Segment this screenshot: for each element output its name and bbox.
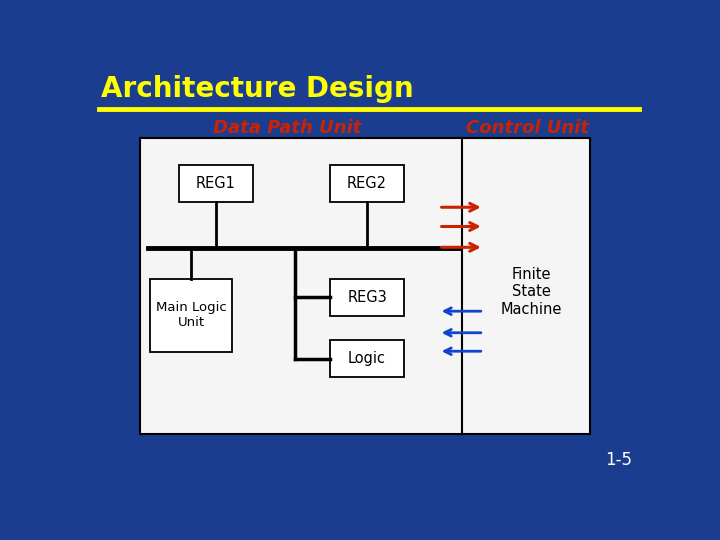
Text: Logic: Logic xyxy=(348,352,386,367)
Text: REG3: REG3 xyxy=(347,290,387,305)
Text: 1-5: 1-5 xyxy=(606,451,632,469)
Bar xyxy=(150,279,232,352)
Text: REG2: REG2 xyxy=(347,176,387,191)
Bar xyxy=(330,279,404,316)
Text: Main Logic
Unit: Main Logic Unit xyxy=(156,301,227,329)
Text: Data Path Unit: Data Path Unit xyxy=(213,119,362,137)
Bar xyxy=(330,165,404,202)
Text: REG1: REG1 xyxy=(196,176,236,191)
Bar xyxy=(140,138,590,434)
Bar xyxy=(330,340,404,377)
Text: Finite
State
Machine: Finite State Machine xyxy=(501,267,562,317)
Bar xyxy=(179,165,253,202)
Text: Control Unit: Control Unit xyxy=(467,119,590,137)
Text: Architecture Design: Architecture Design xyxy=(101,76,413,104)
